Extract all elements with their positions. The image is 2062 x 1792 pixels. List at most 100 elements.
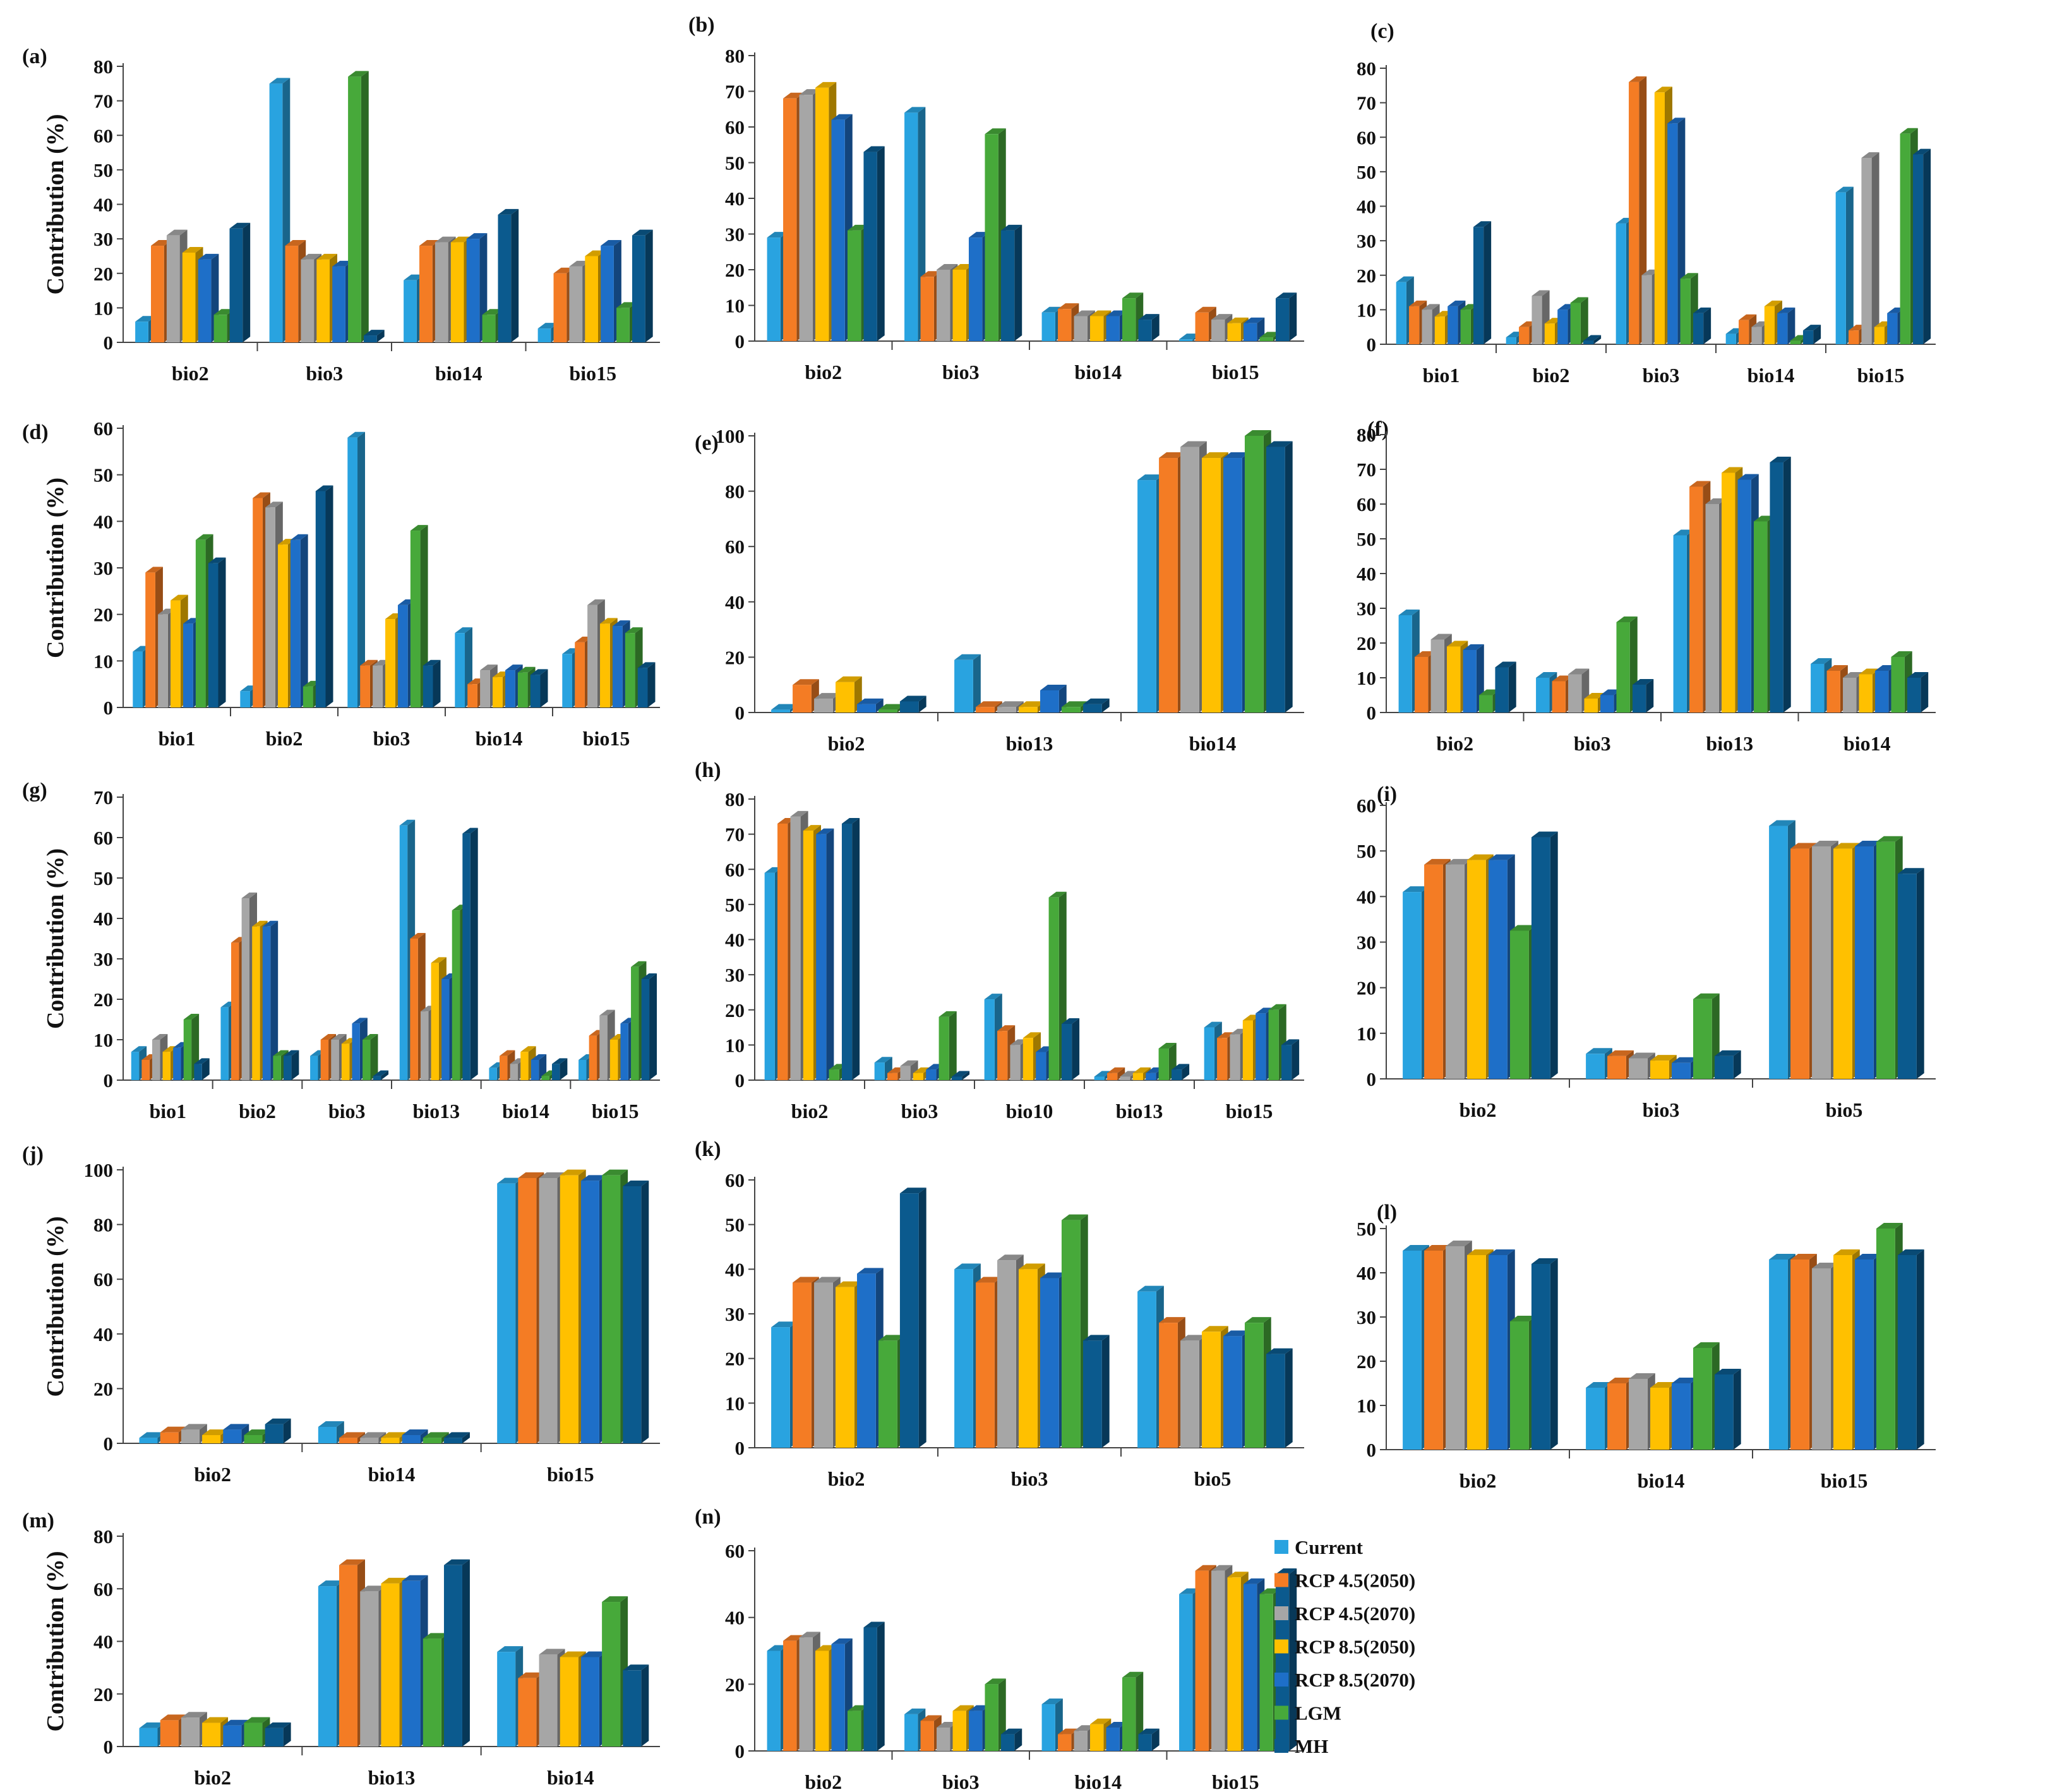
legend-label: RCP 8.5(2070) — [1295, 1669, 1415, 1691]
bar-side — [1292, 1039, 1300, 1080]
y-axis-title: Contribution (%) — [42, 1551, 69, 1731]
bar-top — [285, 240, 306, 246]
bar-side — [877, 1621, 885, 1751]
bar-top — [937, 264, 958, 270]
bar-side — [1916, 868, 1924, 1079]
bar-front — [560, 1657, 578, 1747]
bar-front — [799, 95, 813, 341]
bar-front — [1137, 1291, 1156, 1448]
bar-front — [410, 939, 418, 1080]
bar-front — [443, 1565, 462, 1747]
bar-front — [887, 1073, 898, 1080]
bar-front — [1040, 690, 1059, 713]
bar — [900, 1060, 918, 1080]
bar-top — [1769, 1254, 1795, 1260]
bar-front — [1689, 486, 1703, 713]
bar-front — [1812, 1268, 1831, 1450]
bar-top — [1488, 1249, 1515, 1255]
y-tick-label: 80 — [1357, 57, 1376, 80]
bar-top — [1094, 1071, 1112, 1077]
bar-top — [1568, 668, 1590, 675]
bar-top — [290, 534, 308, 540]
bar — [1138, 1728, 1160, 1751]
bar — [1000, 224, 1022, 341]
bar-front — [836, 682, 854, 713]
bar-front — [1506, 337, 1516, 344]
bar-top — [767, 232, 788, 238]
bar-front — [316, 259, 330, 342]
y-tick-label: 40 — [725, 1258, 745, 1280]
panel-j: (j) 0 20 40 60 80 100 Contribution (%) bio2 bio14… — [22, 1143, 660, 1486]
bar-front — [1509, 930, 1529, 1079]
bar-top — [1179, 334, 1201, 340]
y-tick-label: 20 — [1357, 977, 1376, 999]
y-tick-label: 20 — [1357, 1350, 1376, 1373]
bar-front — [878, 1340, 897, 1448]
y-tick-label: 30 — [1357, 598, 1376, 620]
bar-side — [381, 1070, 389, 1080]
bar-top — [1509, 1316, 1537, 1321]
bar-top — [1833, 1249, 1860, 1255]
bar-top — [1722, 467, 1743, 473]
bar-front — [1022, 1038, 1033, 1080]
bar-front — [1488, 1255, 1508, 1450]
bar-front — [331, 1040, 339, 1080]
bar-top — [841, 817, 860, 824]
bar — [856, 1268, 884, 1448]
bar-front — [315, 491, 326, 707]
bar — [899, 1188, 926, 1448]
y-tick-label: 80 — [725, 45, 745, 67]
bar — [1107, 1067, 1125, 1080]
category-label: bio10 — [1006, 1100, 1053, 1122]
y-tick-label: 80 — [725, 788, 745, 810]
bar-top — [1090, 310, 1112, 316]
bar-top — [339, 1559, 366, 1565]
bar-front — [1570, 303, 1581, 344]
category-label: bio15 — [592, 1100, 639, 1122]
bar-side — [962, 1071, 970, 1080]
bar-front — [381, 1438, 400, 1443]
bar-front — [600, 623, 610, 707]
bar-front — [1090, 316, 1104, 341]
bar-side — [1289, 292, 1297, 341]
bar — [410, 933, 426, 1080]
bar-top — [856, 1268, 884, 1274]
bar-top — [1714, 1369, 1741, 1374]
bar-top — [783, 1635, 805, 1641]
bar-top — [1680, 273, 1698, 279]
bar-top — [181, 1712, 207, 1718]
bar-side — [325, 485, 333, 707]
bar-front — [1171, 1069, 1182, 1080]
bar-front — [1769, 1260, 1788, 1450]
bar-side — [1101, 1335, 1110, 1448]
y-tick-label: 70 — [93, 786, 113, 809]
bar-front — [443, 1438, 462, 1443]
y-tick-label: 10 — [1357, 1023, 1376, 1045]
bar-side — [1151, 314, 1160, 341]
bar-top — [166, 229, 188, 236]
bar — [1171, 1064, 1190, 1080]
bar-top — [363, 330, 385, 336]
bar-top — [381, 1432, 407, 1438]
bar-top — [410, 933, 426, 939]
bar-side — [1733, 1050, 1741, 1079]
bar-front — [141, 1060, 150, 1080]
bar-front — [1876, 841, 1895, 1079]
bar-side — [376, 330, 385, 342]
bar-front — [1106, 316, 1120, 341]
bar-front — [1094, 1076, 1105, 1080]
y-tick-label: 60 — [1357, 795, 1376, 817]
bar-front — [1211, 320, 1225, 341]
bar-top — [352, 1018, 368, 1024]
bar-top — [623, 1664, 649, 1671]
category-label: bio14 — [1747, 364, 1795, 387]
bar-top — [954, 1263, 981, 1270]
category-label: bio1 — [149, 1100, 186, 1122]
bar-front — [489, 1067, 497, 1080]
bar-top — [539, 1172, 565, 1178]
bar-front — [423, 665, 433, 707]
bar-front — [244, 1723, 263, 1747]
bar-front — [229, 228, 243, 342]
bar-front — [1243, 323, 1257, 341]
bar-front — [1632, 685, 1646, 713]
